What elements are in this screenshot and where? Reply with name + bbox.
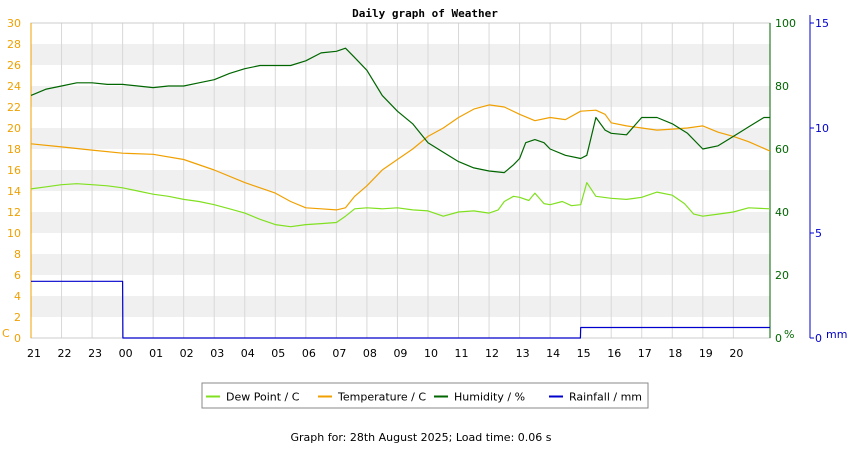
x-tick-label: 09 — [393, 347, 407, 360]
legend-label: Rainfall / mm — [569, 391, 642, 404]
x-tick-label: 16 — [607, 347, 621, 360]
x-tick-label: 19 — [699, 347, 713, 360]
x-tick-label: 20 — [729, 347, 743, 360]
x-tick-label: 06 — [302, 347, 316, 360]
grid-band — [31, 170, 770, 191]
right-1-tick-label: 60 — [775, 143, 789, 156]
x-tick-label: 01 — [149, 347, 163, 360]
x-tick-label: 13 — [516, 347, 530, 360]
x-tick-label: 10 — [424, 347, 438, 360]
legend-item: Rainfall / mm — [549, 391, 642, 404]
left-tick-label: 18 — [7, 143, 21, 156]
series-line-dew-point — [30, 182, 771, 228]
legend: Dew Point / C Temperature / C Humidity / %… — [201, 382, 649, 409]
x-tick-label: 05 — [271, 347, 285, 360]
legend-box — [201, 382, 649, 409]
series-line-temperature — [30, 104, 771, 211]
left-tick-label: 30 — [7, 17, 21, 30]
footer-text: Graph for: 28th August 2025; Load time: … — [291, 431, 552, 444]
grid-band — [31, 296, 770, 317]
x-tick-label: 12 — [485, 347, 499, 360]
x-tick-label: 03 — [210, 347, 224, 360]
grid-band — [31, 86, 770, 107]
left-tick-label: 20 — [7, 122, 21, 135]
x-tick-label: 23 — [88, 347, 102, 360]
left-tick-label: 12 — [7, 206, 21, 219]
right-2-tick-label: 15 — [815, 17, 829, 30]
left-tick-label: 26 — [7, 59, 21, 72]
right-axis-2-unit: mm — [826, 328, 847, 341]
left-tick-label: 24 — [7, 80, 21, 93]
left-tick-label: 6 — [14, 269, 21, 282]
x-tick-label: 11 — [455, 347, 469, 360]
legend-label: Temperature / C — [337, 391, 426, 404]
x-tick-label: 04 — [241, 347, 255, 360]
x-tick-label: 00 — [119, 347, 133, 360]
left-tick-label: 28 — [7, 38, 21, 51]
x-tick-label: 07 — [332, 347, 346, 360]
left-tick-label: 14 — [7, 185, 21, 198]
series-line-humidity — [30, 47, 770, 174]
left-tick-label: 4 — [14, 290, 21, 303]
x-tick-label: 22 — [58, 347, 72, 360]
legend-label: Dew Point / C — [226, 391, 300, 404]
chart-title: Daily graph of Weather — [352, 7, 498, 20]
right-axis-humidity: 0 20 40 60 80 100% — [769, 17, 796, 345]
grid-band — [31, 44, 770, 65]
series-line-rainfall — [31, 280, 770, 339]
x-tick-label: 08 — [363, 347, 377, 360]
x-tick-label: 21 — [27, 347, 41, 360]
right-axis-rainfall: 0 5 10 15 mm — [809, 15, 847, 345]
right-axis-1-unit: % — [784, 328, 794, 341]
right-1-tick-label: 20 — [775, 269, 789, 282]
x-tick-label: 02 — [180, 347, 194, 360]
right-1-tick-label: 80 — [775, 80, 789, 93]
legend-label: Humidity / % — [454, 391, 525, 404]
left-tick-label: 0 — [14, 332, 21, 345]
grid-band — [31, 212, 770, 233]
left-tick-label: 22 — [7, 101, 21, 114]
x-tick-label: 18 — [668, 347, 682, 360]
right-2-tick-label: 10 — [815, 122, 829, 135]
left-tick-label: 2 — [14, 311, 21, 324]
left-tick-label: 16 — [7, 164, 21, 177]
right-2-tick-label: 0 — [815, 332, 822, 345]
x-tick-label: 17 — [638, 347, 652, 360]
legend-item: Humidity / % — [434, 391, 525, 404]
left-axis-unit: C — [2, 327, 10, 340]
right-1-tick-label: 100 — [775, 17, 796, 30]
x-tick-label: 15 — [577, 347, 591, 360]
grid-band — [31, 254, 770, 275]
x-axis: 21 22 23 00 01 02 03 04 05 06 07 08 09 10 11 12 13 14 15 16… — [27, 347, 743, 360]
right-2-tick-label: 5 — [815, 227, 822, 240]
right-1-tick-label: 0 — [775, 332, 782, 345]
left-tick-label: 10 — [7, 227, 21, 240]
x-tick-label: 14 — [546, 347, 560, 360]
legend-item: Dew Point / C — [206, 391, 300, 404]
legend-item: Temperature / C — [318, 391, 426, 404]
grid-band — [31, 128, 770, 149]
left-tick-label: 8 — [14, 248, 21, 261]
right-1-tick-label: 40 — [775, 206, 789, 219]
